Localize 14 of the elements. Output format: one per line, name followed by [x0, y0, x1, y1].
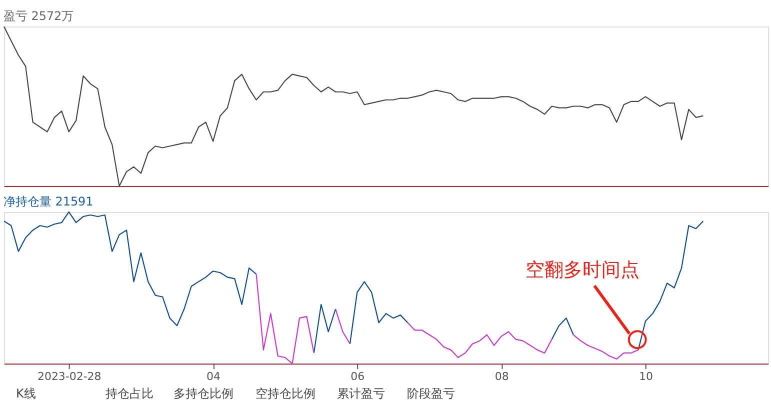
chart-title: 盈亏 2572万 [3, 8, 74, 23]
x-tick-label: 04 [206, 370, 221, 384]
text: 阶段盈亏 [406, 386, 455, 400]
x-tick-label: 08 [494, 370, 509, 384]
text: 空持仓比例 [255, 386, 316, 400]
x-tick-label: 10 [638, 370, 653, 384]
annotation: 空翻多时间点 [525, 258, 640, 281]
text: K线 [16, 386, 36, 400]
x-tick-label: 06 [350, 370, 365, 384]
text: 累计盈亏 [337, 386, 386, 400]
text: 多持仓比例 [174, 386, 234, 400]
chart-title: 净持仓量 21591 [3, 194, 94, 208]
x-tick-label: 2023-02-28 [37, 370, 102, 384]
text: 持仓占比 [106, 386, 154, 400]
